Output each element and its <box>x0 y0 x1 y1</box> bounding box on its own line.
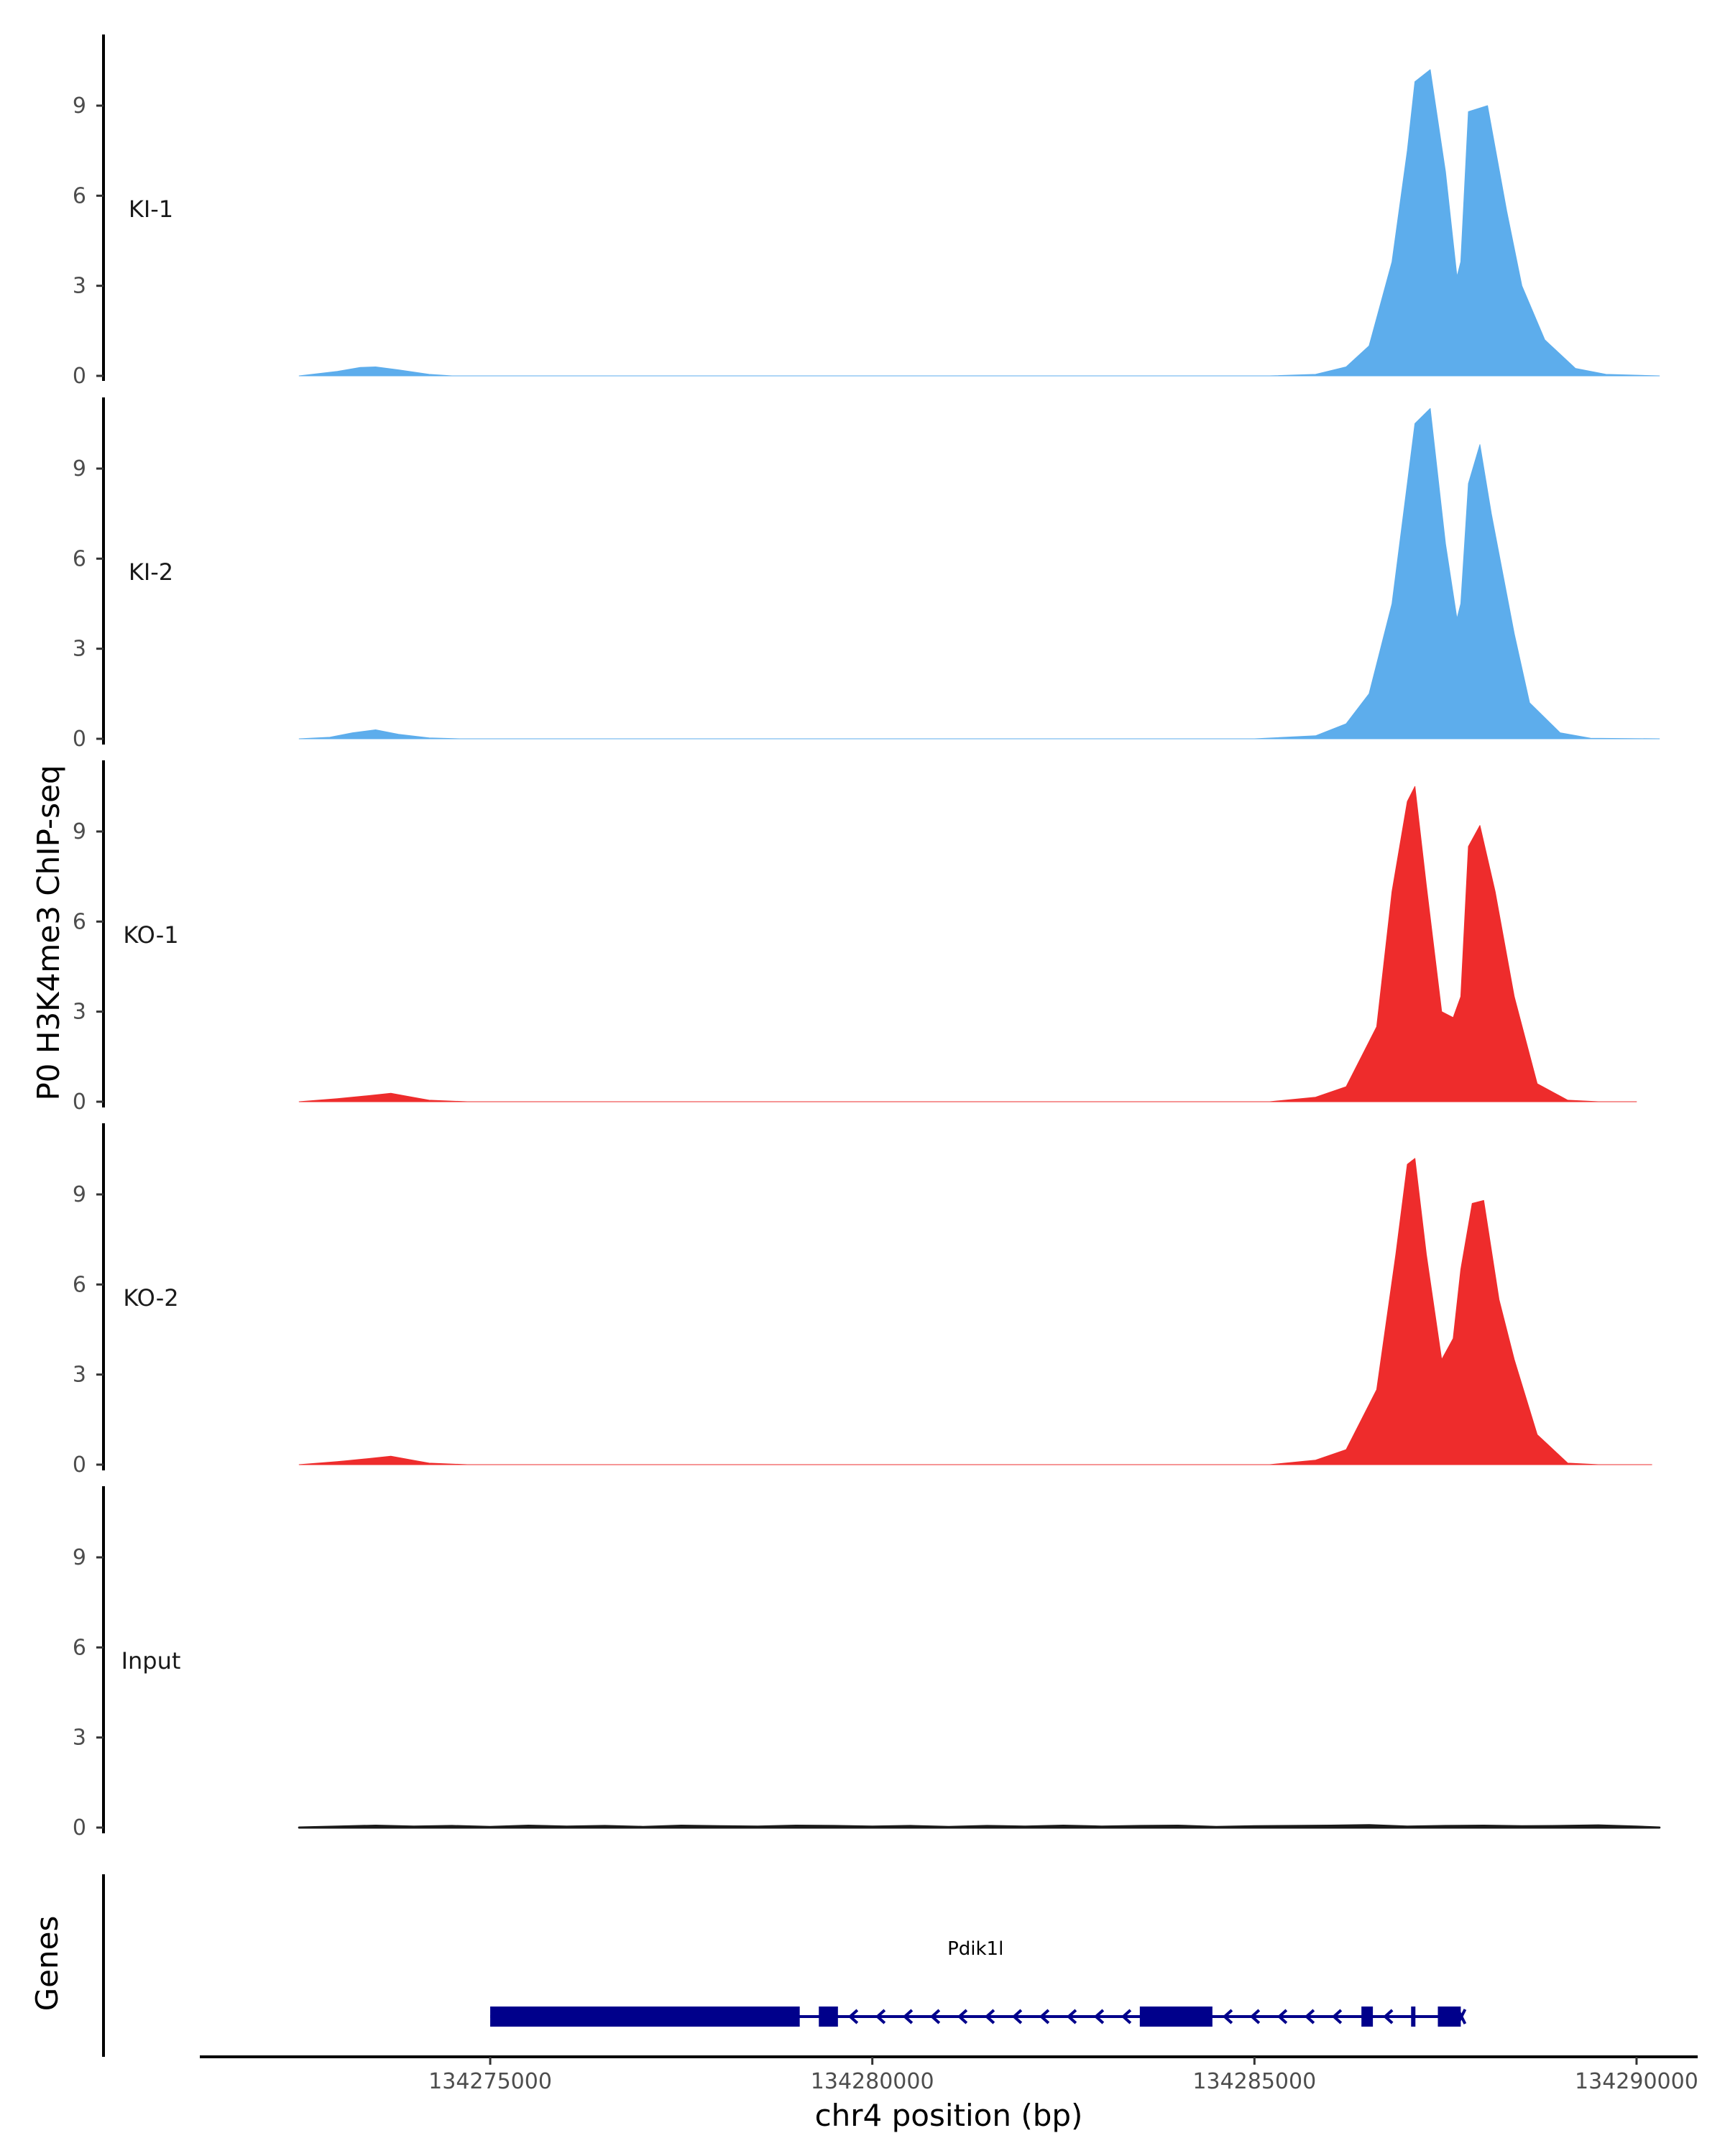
strand-arrow <box>847 2009 859 2024</box>
y-tick-label: 0 <box>73 727 86 752</box>
track-label-ki-1: KI-1 <box>129 195 173 223</box>
strand-arrow <box>1304 2009 1315 2024</box>
signal-area-ki-1 <box>298 69 1660 377</box>
genes-label: Genes <box>29 1916 65 2012</box>
track-label-ko-1: KO-1 <box>123 921 178 949</box>
y-tick-label: 9 <box>73 1182 86 1207</box>
y-tick-label: 9 <box>73 819 86 844</box>
strand-arrow <box>1066 2009 1077 2024</box>
x-axis: 134275000 134280000 134285000 134290000 chr… <box>200 2055 1698 2133</box>
track-ki-2: 0 3 6 9 KI-2 <box>73 397 1660 752</box>
track-label-input: Input <box>121 1647 181 1674</box>
y-tick-label: 6 <box>73 909 86 934</box>
x-tick-label: 134290000 <box>1575 2069 1698 2094</box>
gene-name-label: Pdik1l <box>947 1938 1003 1960</box>
strand-arrow <box>1121 2009 1132 2024</box>
x-tick-label: 134285000 <box>1192 2069 1316 2094</box>
y-tick-label: 6 <box>73 1635 86 1660</box>
strand-arrow <box>875 2009 886 2024</box>
strand-arrow <box>1249 2009 1261 2024</box>
y-tick-label: 0 <box>73 1815 86 1841</box>
track-label-ki-2: KI-2 <box>129 558 173 586</box>
track-ko-2: 0 3 6 9 KO-2 <box>73 1123 1652 1478</box>
x-axis-title: chr4 position (bp) <box>815 2098 1083 2133</box>
y-tick-label: 3 <box>73 1000 86 1025</box>
y-tick-label: 3 <box>73 1726 86 1751</box>
strand-arrow <box>1093 2009 1105 2024</box>
y-tick-label: 9 <box>73 1545 86 1570</box>
strand-arrow <box>1039 2009 1050 2024</box>
strand-arrow <box>1331 2009 1343 2024</box>
gene-exon <box>1438 2007 1461 2027</box>
y-tick-label: 6 <box>73 546 86 571</box>
y-tick-label: 0 <box>73 1452 86 1478</box>
gene-end-marker <box>1456 2009 1467 2024</box>
track-ki-1: 0 3 6 9 KI-1 <box>73 34 1660 389</box>
signal-area-ko-2 <box>298 1158 1652 1465</box>
strand-arrow <box>1222 2009 1233 2024</box>
y-tick-label: 3 <box>73 637 86 662</box>
y-tick-label: 6 <box>73 183 86 208</box>
strand-arrow <box>1383 2009 1394 2024</box>
gene-exon <box>819 2007 838 2027</box>
gene-exon <box>490 2007 800 2027</box>
genes-panel: Genes Pdik1l <box>29 1874 1467 2057</box>
y-tick-label: 9 <box>73 93 86 119</box>
y-tick-label: 3 <box>73 1363 86 1388</box>
y-tick-label: 3 <box>73 274 86 299</box>
track-label-ko-2: KO-2 <box>123 1284 178 1312</box>
signal-area-ko-1 <box>298 786 1637 1102</box>
gene-exon <box>1411 2007 1416 2027</box>
y-tick-label: 9 <box>73 456 86 482</box>
y-tick-label: 0 <box>73 1089 86 1115</box>
y-tick-label: 0 <box>73 364 86 389</box>
strand-arrow <box>902 2009 914 2024</box>
x-tick-label: 134280000 <box>811 2069 934 2094</box>
y-tick-label: 6 <box>73 1272 86 1297</box>
strand-arrow <box>1276 2009 1288 2024</box>
signal-area-input <box>298 1824 1661 1829</box>
signal-tracks: 0 3 6 9 KI-1 0 3 6 9 KI-2 0 3 6 9 KO-1 0 3 6 9 KO-2 0 3 6 9 Inpu… <box>73 34 1661 1841</box>
signal-area-ki-2 <box>298 407 1660 740</box>
strand-arrow <box>957 2009 968 2024</box>
strand-arrow <box>984 2009 995 2024</box>
track-ko-1: 0 3 6 9 KO-1 <box>73 760 1637 1115</box>
y-axis-title: P0 H3K4me3 ChIP-seq <box>31 765 66 1100</box>
strand-arrow <box>1011 2009 1023 2024</box>
track-input: 0 3 6 9 Input <box>73 1486 1661 1841</box>
x-tick-label: 134275000 <box>428 2069 552 2094</box>
gene-exon <box>1139 2007 1213 2027</box>
strand-arrow <box>929 2009 941 2024</box>
gene-exon <box>1361 2007 1374 2027</box>
gene-model <box>490 2007 1467 2027</box>
